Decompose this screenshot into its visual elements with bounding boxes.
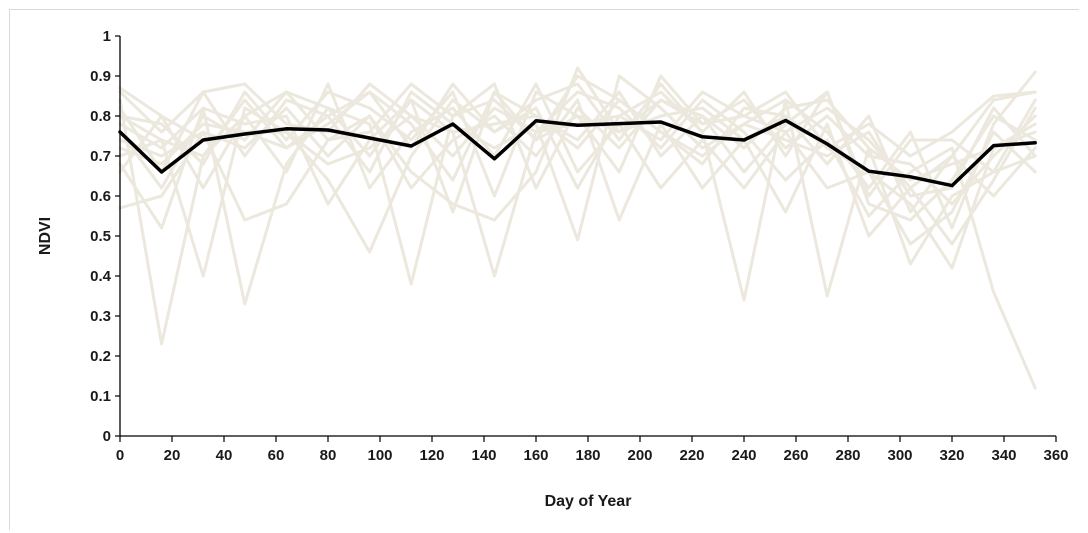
x-tick-label-18: 360 [1043,447,1068,464]
y-tick-label-1: 0.1 [90,388,111,405]
background-series-line-1 [118,90,1037,390]
x-tick-label-8: 160 [523,447,548,464]
y-tick-label-5: 0.5 [90,228,111,245]
y-tick-label-2: 0.2 [90,348,111,365]
background-series-line-8 [118,98,1037,222]
y-tick-label-6: 0.6 [90,188,111,205]
y-tick-label-7: 0.7 [90,148,111,165]
y-tick-label-9: 0.9 [90,68,111,85]
y-tick-label-3: 0.3 [90,308,111,325]
x-tick-label-16: 320 [939,447,964,464]
x-tick-label-9: 180 [575,447,600,464]
x-tick-label-7: 140 [471,447,496,464]
y-axis-title: NDVI [37,217,54,255]
y-tick-label-0: 0 [103,428,111,445]
background-series-group [118,66,1037,390]
x-tick-label-1: 20 [164,447,181,464]
y-tick-label-4: 0.4 [90,268,112,285]
background-series-line-4 [118,66,1037,246]
x-axis-title: Day of Year [545,493,632,510]
mean-series-line [118,118,1037,188]
y-tick-label-8: 0.8 [90,108,111,125]
x-tick-label-2: 40 [216,447,233,464]
y-tick-label-10: 1 [103,28,111,45]
x-tick-label-15: 300 [887,447,912,464]
background-series-line-10 [118,82,1037,246]
background-series-line-6 [118,90,1037,230]
x-tick-label-3: 60 [268,447,285,464]
ndvi-line-chart: 0 0.1 0.2 0.3 0.4 0.5 0.6 0.7 0.8 0.9 1 0 20 40 60 80 10… [37,28,1069,510]
x-tick-label-12: 240 [731,447,756,464]
x-tick-label-14: 280 [835,447,860,464]
chart-frame: 0 0.1 0.2 0.3 0.4 0.5 0.6 0.7 0.8 0.9 1 0 20 40 60 80 10… [9,9,1079,530]
x-tick-label-17: 340 [991,447,1016,464]
x-tick-label-6: 120 [419,447,444,464]
axes-group: 0 0.1 0.2 0.3 0.4 0.5 0.6 0.7 0.8 0.9 1 0 20 40 60 80 10… [90,28,1068,464]
background-series-line-9 [118,82,1037,158]
background-series-line-11 [118,82,1037,190]
x-tick-label-13: 260 [783,447,808,464]
x-tick-label-11: 220 [679,447,704,464]
x-tick-label-4: 80 [320,447,337,464]
x-tick-label-0: 0 [116,447,124,464]
x-tick-label-5: 100 [367,447,392,464]
x-tick-label-10: 200 [627,447,652,464]
mean-series-group [118,118,1037,188]
